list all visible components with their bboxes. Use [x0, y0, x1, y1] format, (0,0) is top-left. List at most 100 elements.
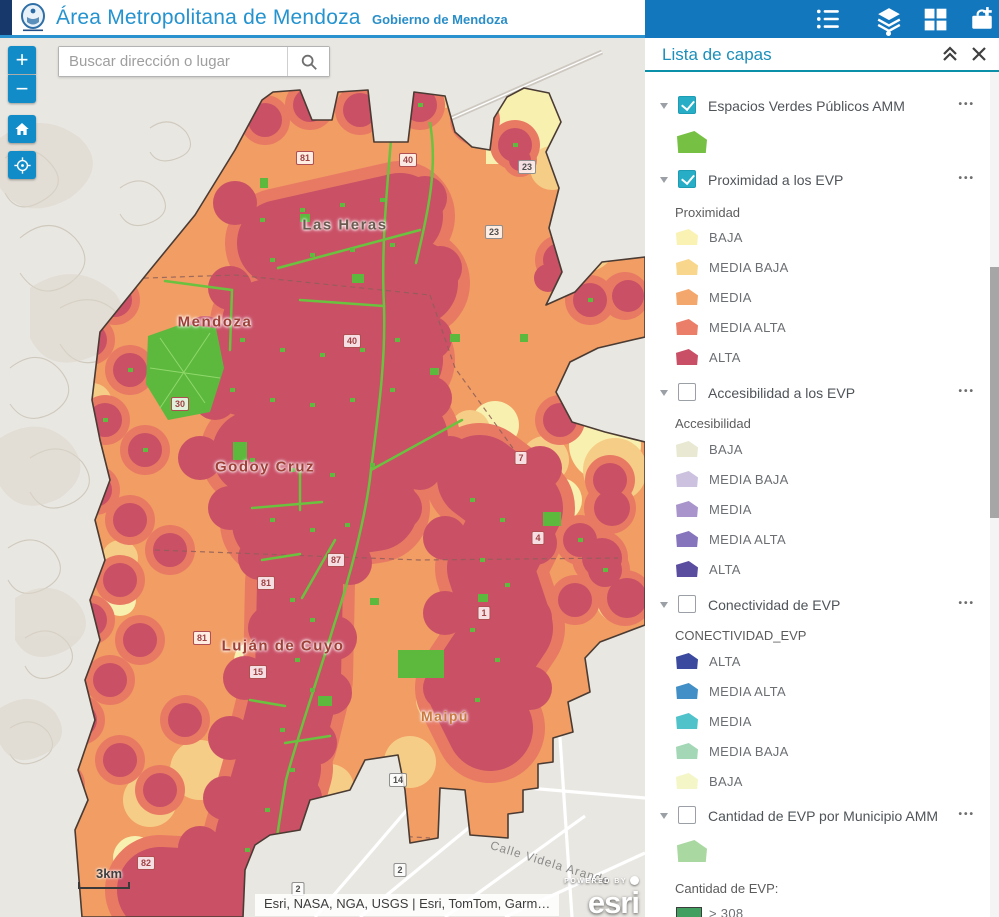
route-shield: 81 — [192, 631, 212, 645]
legend-swatch — [676, 683, 698, 699]
legend-item: MEDIA BAJA — [645, 259, 999, 277]
route-shield: 82 — [136, 856, 156, 870]
legend-item: ALTA — [645, 561, 999, 579]
layer-menu-button[interactable]: ••• — [958, 386, 975, 397]
locate-button[interactable] — [8, 151, 36, 179]
add-data-icon[interactable] — [969, 6, 995, 32]
map-attribution: Esri, NASA, NGA, USGS | Esri, TomTom, Ga… — [255, 894, 560, 916]
layer-row: Proximidad a los EVP ••• — [645, 170, 999, 190]
zoom-in-button[interactable]: + — [8, 46, 36, 74]
route-shield: 81 — [256, 576, 276, 590]
expand-caret-icon[interactable] — [660, 813, 668, 819]
layer-menu-button[interactable]: ••• — [958, 809, 975, 820]
route-shield: 14 — [388, 773, 408, 787]
legend-swatch — [676, 531, 698, 547]
route-shield: 23 — [484, 225, 504, 239]
legend-swatch — [676, 259, 698, 275]
layer-list-panel: Lista de capas Espacios Verdes Públicos … — [645, 38, 999, 917]
legend-item: MEDIA BAJA — [645, 743, 999, 761]
route-shield: 87 — [326, 553, 346, 567]
search-box — [58, 46, 330, 77]
layer-menu-button[interactable]: ••• — [958, 99, 975, 110]
header-accent-stripe — [0, 0, 12, 35]
expand-caret-icon[interactable] — [660, 103, 668, 109]
route-shield: 2 — [393, 863, 407, 877]
layer-row: Accesibilidad a los EVP ••• — [645, 383, 999, 403]
legend-swatch — [676, 229, 698, 245]
expand-caret-icon[interactable] — [660, 602, 668, 608]
layer-menu-button[interactable]: ••• — [958, 598, 975, 609]
expand-caret-icon[interactable] — [660, 177, 668, 183]
route-shield: 23 — [517, 160, 537, 174]
layer-checkbox[interactable] — [678, 170, 696, 188]
layers-icon[interactable] — [876, 6, 902, 32]
route-shield: 4 — [531, 531, 545, 545]
legend-swatch — [676, 743, 698, 759]
legend-item: BAJA — [645, 441, 999, 459]
legend-swatch — [676, 501, 698, 517]
panel-header: Lista de capas — [645, 38, 999, 70]
map-canvas[interactable]: Las Heras Mendoza Godoy Cruz Luján de Cuyo M… — [0, 38, 645, 917]
legend-swatch — [676, 441, 698, 457]
layer-swatch — [677, 131, 707, 153]
legend-item: ALTA — [645, 653, 999, 671]
layer-menu-button[interactable]: ••• — [958, 173, 975, 184]
legend-item: BAJA — [645, 229, 999, 247]
legend-item: MEDIA ALTA — [645, 319, 999, 337]
layer-checkbox[interactable] — [678, 96, 696, 114]
legend-swatch — [676, 907, 702, 917]
zoom-out-button[interactable]: − — [8, 75, 36, 103]
panel-title: Lista de capas — [662, 45, 772, 64]
legend-item: MEDIA ALTA — [645, 531, 999, 549]
layer-row: Espacios Verdes Públicos AMM ••• — [645, 96, 999, 116]
collapse-panel-icon[interactable] — [941, 46, 959, 62]
header-title-area: Área Metropolitana de Mendoza Gobierno d… — [0, 0, 645, 38]
route-shield: 40 — [342, 334, 362, 348]
legend-swatch — [676, 713, 698, 729]
legend-item: > 308 — [645, 905, 999, 917]
legend-title: CONECTIVIDAD_EVP — [675, 628, 807, 643]
route-shield: 40 — [398, 153, 418, 167]
legend-item: MEDIA — [645, 713, 999, 731]
route-shield: 15 — [248, 665, 268, 679]
legend-swatch — [676, 471, 698, 487]
layer-swatch — [677, 840, 707, 862]
route-shield: 30 — [170, 397, 190, 411]
active-widget-indicator — [886, 31, 891, 36]
basemap-gallery-icon[interactable] — [922, 6, 948, 32]
legend-item: MEDIA — [645, 289, 999, 307]
route-shield: 81 — [295, 151, 315, 165]
layer-row: Conectividad de EVP ••• — [645, 595, 999, 615]
layer-checkbox[interactable] — [678, 383, 696, 401]
page-subtitle: Gobierno de Mendoza — [372, 12, 508, 27]
close-panel-icon[interactable] — [971, 46, 987, 62]
search-button[interactable] — [287, 47, 329, 76]
route-shield: 7 — [514, 451, 528, 465]
legend-item: BAJA — [645, 773, 999, 791]
page-title: Área Metropolitana de Mendoza — [56, 6, 361, 29]
legend-swatch — [676, 561, 698, 577]
legend-swatch — [676, 653, 698, 669]
legend-icon[interactable] — [815, 6, 841, 32]
widget-toolbar — [645, 0, 999, 38]
legend-swatch — [676, 289, 698, 305]
search-input[interactable] — [59, 47, 287, 76]
legend-item: MEDIA — [645, 501, 999, 519]
locate-icon — [13, 156, 31, 174]
home-button[interactable] — [8, 115, 36, 143]
layer-checkbox[interactable] — [678, 595, 696, 613]
map-artwork — [0, 38, 645, 917]
panel-scrollbar-thumb[interactable] — [990, 267, 999, 518]
legend-swatch — [676, 349, 698, 365]
route-shield: 1 — [477, 606, 491, 620]
panel-separator — [645, 70, 999, 72]
legend-title: Proximidad — [675, 205, 741, 220]
legend-item: MEDIA BAJA — [645, 471, 999, 489]
expand-caret-icon[interactable] — [660, 390, 668, 396]
legend-title: Accesibilidad — [675, 416, 751, 431]
legend-item: MEDIA ALTA — [645, 683, 999, 701]
layer-checkbox[interactable] — [678, 806, 696, 824]
legend-title: Cantidad de EVP: — [675, 881, 779, 896]
mendoza-government-logo — [21, 3, 45, 32]
